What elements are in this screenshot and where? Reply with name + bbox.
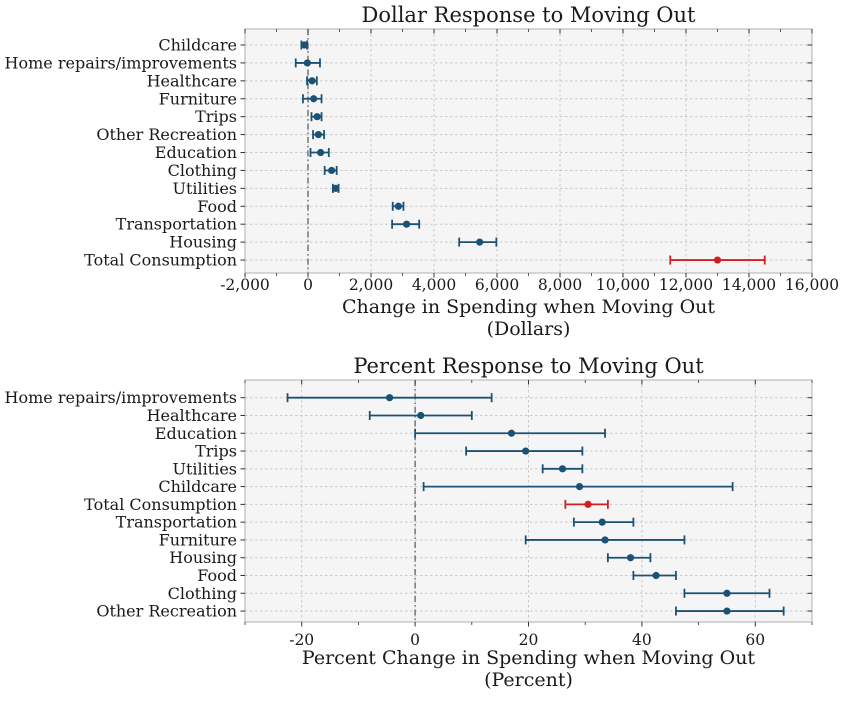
point-estimate <box>476 238 484 246</box>
point-estimate <box>310 95 318 103</box>
x-tick-label: 60 <box>745 631 765 649</box>
point-estimate <box>300 41 308 49</box>
point-estimate <box>723 607 731 615</box>
x-tick-label: -20 <box>289 631 314 649</box>
x-tick-label: 4,000 <box>412 276 456 294</box>
x-tick-label: 12,000 <box>659 276 713 294</box>
category-label: Food <box>197 566 237 585</box>
x-axis-label-percent: Percent Change in Spending when Moving O… <box>245 647 812 691</box>
category-label: Utilities <box>173 179 238 198</box>
point-estimate <box>558 465 567 473</box>
category-label: Home repairs/improvements <box>5 388 237 407</box>
point-estimate <box>598 518 606 526</box>
point-estimate <box>303 59 311 67</box>
category-label: Childcare <box>158 36 237 55</box>
point-estimate <box>313 113 321 121</box>
category-label: Housing <box>169 548 237 567</box>
x-axis-label-text: Change in Spending when Moving Out <box>341 296 716 318</box>
chart-title-dollar: Dollar Response to Moving Out <box>361 3 696 27</box>
x-tick-label: 16,000 <box>785 276 839 294</box>
category-label: Total Consumption <box>84 495 237 514</box>
category-label: Education <box>155 424 237 443</box>
category-label: Trips <box>195 442 237 461</box>
category-label: Furniture <box>159 530 237 549</box>
category-label: Clothing <box>168 584 237 603</box>
point-estimate <box>626 554 635 562</box>
category-label: Total Consumption <box>84 251 237 270</box>
x-tick-label: 10,000 <box>596 276 650 294</box>
point-estimate <box>417 411 425 420</box>
point-estimate <box>652 571 660 580</box>
point-estimate <box>723 589 731 597</box>
point-estimate <box>402 220 411 228</box>
category-label: Transportation <box>116 215 237 234</box>
point-estimate <box>385 394 394 402</box>
x-tick-label: 2,000 <box>349 276 393 294</box>
plot-background <box>245 29 812 273</box>
category-label: Healthcare <box>147 406 237 425</box>
point-estimate <box>507 429 516 437</box>
point-estimate <box>575 483 584 491</box>
x-tick-label: 8,000 <box>538 276 582 294</box>
point-estimate <box>317 148 325 157</box>
category-label: Furniture <box>159 89 237 108</box>
point-estimate <box>601 536 609 544</box>
x-axis-label-text: Percent Change in Spending when Moving O… <box>301 647 756 669</box>
point-estimate <box>308 77 316 85</box>
x-tick-label: 6,000 <box>475 276 519 294</box>
x-axis-label-dollar: Change in Spending when Moving Out (Doll… <box>245 296 812 340</box>
category-label: Trips <box>195 107 237 126</box>
x-tick-label: 0 <box>303 276 313 294</box>
category-label: Food <box>197 197 237 216</box>
category-label: Education <box>155 143 237 162</box>
category-label: Transportation <box>116 513 237 532</box>
point-estimate <box>394 202 403 210</box>
chart-title-percent: Percent Response to Moving Out <box>353 354 704 378</box>
point-estimate <box>713 256 722 264</box>
x-tick-label: 40 <box>632 631 652 649</box>
x-axis-label-unit: (Dollars) <box>486 318 571 340</box>
category-label: Healthcare <box>147 71 237 90</box>
point-estimate <box>522 447 530 455</box>
point-estimate <box>328 166 336 175</box>
category-label: Childcare <box>158 477 237 496</box>
category-label: Other Recreation <box>96 125 237 144</box>
point-estimate <box>332 184 340 192</box>
point-estimate <box>314 131 322 139</box>
category-label: Housing <box>169 233 237 252</box>
category-label: Utilities <box>173 459 238 478</box>
x-axis-label-unit: (Percent) <box>484 669 573 691</box>
category-label: Home repairs/improvements <box>5 53 237 72</box>
category-label: Other Recreation <box>96 602 237 621</box>
dollar-response-chart: Dollar Response to Moving Out -2,000 0 2,0… <box>0 0 846 345</box>
category-label: Clothing <box>168 161 237 180</box>
point-estimate <box>584 500 592 508</box>
percent-plot-area: -20 0 20 40 60 Home repairs/improvementsHealt… <box>5 379 813 649</box>
percent-response-chart: Percent Response to Moving Out -20 0 20 40 6… <box>0 345 846 701</box>
x-tick-label: 0 <box>410 631 420 649</box>
x-tick-label: 14,000 <box>722 276 776 294</box>
x-tick-label: -2,000 <box>220 276 270 294</box>
x-tick-label: 20 <box>519 631 539 649</box>
dollar-plot-area: -2,000 0 2,000 4,000 6,000 8,000 10,000 12,000 1… <box>5 28 839 294</box>
